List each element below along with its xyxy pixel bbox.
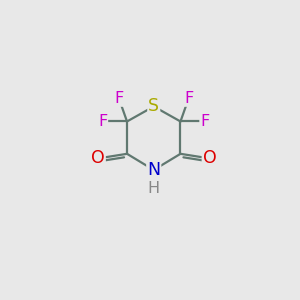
Text: S: S [148,98,159,116]
Text: O: O [203,149,216,167]
Text: N: N [147,161,160,179]
Text: F: F [184,91,193,106]
Text: H: H [148,181,160,196]
Text: O: O [91,149,105,167]
Text: F: F [200,114,209,129]
Text: F: F [98,114,107,129]
Text: F: F [114,91,124,106]
